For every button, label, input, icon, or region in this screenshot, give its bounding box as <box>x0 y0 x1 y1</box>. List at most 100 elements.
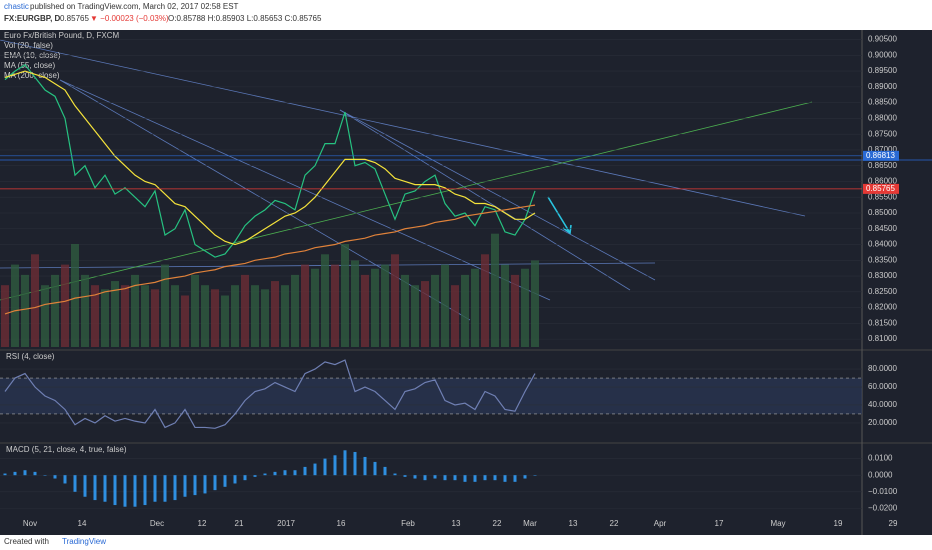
macd-bar <box>43 475 47 476</box>
price-tag-label: 0.85765 <box>866 184 895 193</box>
volume-bar <box>231 285 239 347</box>
volume-bar <box>51 274 59 347</box>
y-tick-label: 0.0000 <box>868 470 893 479</box>
macd-bar <box>183 475 187 497</box>
macd-bar <box>523 475 527 479</box>
macd-bar <box>53 475 57 479</box>
macd-bar <box>13 471 17 476</box>
volume-bar <box>171 285 179 347</box>
volume-bar <box>191 274 199 347</box>
x-tick-label: 21 <box>235 519 244 528</box>
volume-bar <box>101 289 109 347</box>
volume-bar <box>331 264 339 347</box>
macd-bar <box>123 475 127 507</box>
y-tick-label: 80.0000 <box>868 364 897 373</box>
macd-bar <box>193 475 197 496</box>
macd-bar <box>133 475 137 507</box>
macd-bar <box>23 470 27 476</box>
volume-bar <box>291 274 299 347</box>
y-tick-label: 20.0000 <box>868 418 897 427</box>
y-tick-label: 0.89000 <box>868 82 897 91</box>
symbol: FX:EURGBP, D <box>4 14 61 23</box>
macd-bar <box>383 466 387 476</box>
macd-bar <box>413 475 417 479</box>
footer-bg <box>0 535 932 550</box>
volume-bar <box>431 274 439 347</box>
volume-bar <box>461 274 469 347</box>
macd-bar <box>243 475 247 481</box>
macd-bar <box>253 475 257 477</box>
volume-bar <box>501 264 509 347</box>
macd-bar <box>33 471 37 476</box>
macd-label: MACD (5, 21, close, 4, true, false) <box>6 445 127 454</box>
x-tick-label: 17 <box>715 519 724 528</box>
header-bg <box>0 0 932 30</box>
macd-bar <box>103 475 107 502</box>
x-tick-label: 14 <box>78 519 87 528</box>
volume-bar <box>371 268 379 347</box>
y-tick-label: 0.89500 <box>868 66 897 75</box>
macd-bar <box>453 475 457 481</box>
macd-bar <box>283 470 287 476</box>
price-tag <box>863 150 899 161</box>
x-tick-label: Feb <box>401 519 415 528</box>
volume-bar <box>21 274 29 347</box>
x-tick-label: May <box>770 519 785 528</box>
volume-bar <box>311 268 319 347</box>
series-line <box>4 359 536 429</box>
macd-bar <box>463 475 467 482</box>
rsi-label: RSI (4, close) <box>6 352 55 361</box>
macd-bar <box>473 475 477 482</box>
macd-bar <box>213 475 217 491</box>
y-tick-label: 0.81500 <box>868 318 897 327</box>
volume-bar <box>521 268 529 347</box>
macd-bar <box>173 475 177 501</box>
arrow-head <box>562 224 572 235</box>
y-tick-label: 0.87500 <box>868 129 897 138</box>
y-tick-label: 0.83000 <box>868 271 897 280</box>
macd-bar <box>513 475 517 482</box>
volume-bar <box>211 289 219 347</box>
volume-bar <box>181 295 189 347</box>
volume-bar <box>241 274 249 347</box>
macd-bar <box>343 450 347 476</box>
macd-bar <box>493 475 497 481</box>
volume-bar <box>31 254 39 347</box>
macd-bar <box>293 470 297 476</box>
macd-bar <box>443 475 447 481</box>
macd-bar <box>363 456 367 476</box>
y-tick-label: 0.88500 <box>868 98 897 107</box>
y-tick-label: 0.90000 <box>868 50 897 59</box>
volume-bar <box>61 264 69 347</box>
volume-bar <box>141 285 149 347</box>
volume-bar <box>391 254 399 347</box>
footer-brand[interactable]: TradingView <box>62 537 106 546</box>
volume-bar <box>491 233 499 347</box>
macd-bar <box>203 475 207 494</box>
legend-item: Vol (20, false) <box>4 41 53 50</box>
y-tick-label: 0.81000 <box>868 334 897 343</box>
volume-bar <box>361 274 369 347</box>
volume-bar <box>351 260 359 347</box>
volume-bar <box>151 289 159 347</box>
volume-bar <box>411 285 419 347</box>
macd-bar <box>143 475 147 506</box>
x-tick-label: 22 <box>610 519 619 528</box>
macd-bar <box>273 471 277 476</box>
y-tick-label: 0.0100 <box>868 454 893 463</box>
volume-bar <box>91 285 99 347</box>
price-tag <box>863 183 899 194</box>
volume-bar <box>261 289 269 347</box>
author[interactable]: chastic <box>4 2 29 11</box>
ohlc: O:0.85788 H:0.85903 L:0.85653 C:0.85765 <box>168 14 322 23</box>
trend-line <box>59 79 551 301</box>
volume-bar <box>401 274 409 347</box>
price-tag-label: 0.86813 <box>866 151 895 160</box>
macd-bar <box>503 475 507 482</box>
arrow <box>547 196 571 234</box>
y-tick-label: 0.84000 <box>868 240 897 249</box>
y-tick-label: 0.82500 <box>868 287 897 296</box>
y-tick-label: 0.82000 <box>868 303 897 312</box>
volume-bar <box>421 281 429 347</box>
